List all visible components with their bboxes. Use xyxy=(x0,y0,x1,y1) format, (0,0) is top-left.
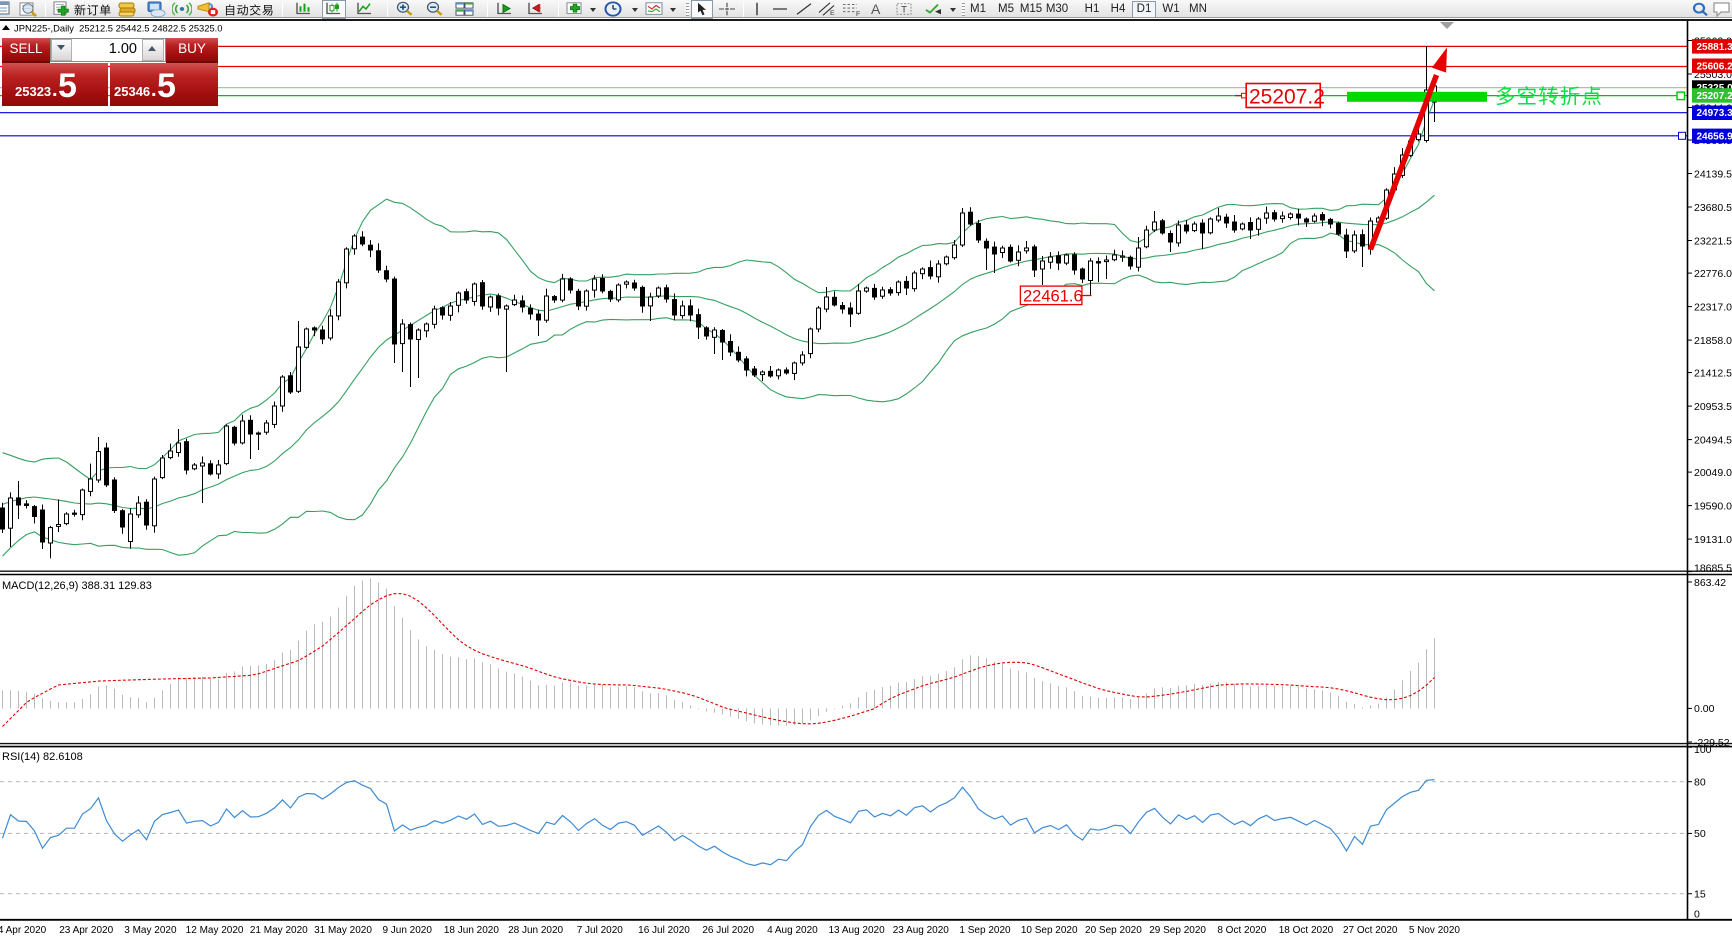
svg-text:19131.0: 19131.0 xyxy=(1694,534,1732,546)
svg-text:20049.0: 20049.0 xyxy=(1694,467,1732,479)
svg-text:23 Apr 2020: 23 Apr 2020 xyxy=(59,925,113,936)
svg-text:JPN225-,Daily 25212.5 25442.5: JPN225-,Daily 25212.5 25442.5 24822.5 25… xyxy=(14,23,223,34)
svg-text:0: 0 xyxy=(1694,908,1700,920)
svg-text:12 May 2020: 12 May 2020 xyxy=(186,925,244,936)
svg-text:24973.3: 24973.3 xyxy=(1697,108,1732,119)
svg-text:18 Oct 2020: 18 Oct 2020 xyxy=(1279,925,1334,936)
svg-text:21412.5: 21412.5 xyxy=(1694,367,1732,379)
svg-text:8 Oct 2020: 8 Oct 2020 xyxy=(1217,925,1266,936)
svg-text:20 Sep 2020: 20 Sep 2020 xyxy=(1085,925,1142,936)
svg-text:5 Nov 2020: 5 Nov 2020 xyxy=(1409,925,1461,936)
svg-text:27 Oct 2020: 27 Oct 2020 xyxy=(1343,925,1398,936)
svg-text:18685.5: 18685.5 xyxy=(1694,563,1732,575)
svg-text:20953.5: 20953.5 xyxy=(1694,401,1732,413)
svg-text:0.00: 0.00 xyxy=(1694,703,1715,715)
svg-text:29 Sep 2020: 29 Sep 2020 xyxy=(1149,925,1206,936)
svg-text:1 Sep 2020: 1 Sep 2020 xyxy=(959,925,1011,936)
svg-text:100: 100 xyxy=(1694,744,1712,756)
svg-text:19590.0: 19590.0 xyxy=(1694,500,1732,512)
svg-text:22317.0: 22317.0 xyxy=(1694,301,1732,313)
svg-text:28 Jun 2020: 28 Jun 2020 xyxy=(508,925,563,936)
svg-text:16 Jul 2020: 16 Jul 2020 xyxy=(638,925,690,936)
svg-text:18 Jun 2020: 18 Jun 2020 xyxy=(444,925,499,936)
svg-text:MACD(12,26,9) 388.31 129.83: MACD(12,26,9) 388.31 129.83 xyxy=(2,580,152,592)
svg-text:-229.52: -229.52 xyxy=(1694,737,1730,749)
svg-text:21 May 2020: 21 May 2020 xyxy=(250,925,308,936)
svg-text:31 May 2020: 31 May 2020 xyxy=(314,925,372,936)
svg-text:F: F xyxy=(856,11,860,17)
svg-text:E: E xyxy=(830,11,835,17)
svg-text:9 Jun 2020: 9 Jun 2020 xyxy=(382,925,432,936)
svg-text:23 Aug 2020: 23 Aug 2020 xyxy=(893,925,950,936)
svg-text:26 Jul 2020: 26 Jul 2020 xyxy=(702,925,754,936)
svg-text:25207.2: 25207.2 xyxy=(1249,85,1325,108)
svg-text:4 Aug 2020: 4 Aug 2020 xyxy=(767,925,818,936)
svg-text:50: 50 xyxy=(1694,828,1706,840)
svg-text:24139.5: 24139.5 xyxy=(1694,168,1732,180)
svg-text:23221.5: 23221.5 xyxy=(1694,235,1732,247)
svg-text:25606.2: 25606.2 xyxy=(1697,61,1732,72)
svg-text:24656.9: 24656.9 xyxy=(1697,131,1732,142)
svg-text:T: T xyxy=(901,5,907,15)
svg-text:3 May 2020: 3 May 2020 xyxy=(124,925,177,936)
svg-text:23680.5: 23680.5 xyxy=(1694,202,1732,214)
svg-text:21858.0: 21858.0 xyxy=(1694,335,1732,347)
svg-text:RSI(14) 82.6108: RSI(14) 82.6108 xyxy=(2,751,83,763)
svg-text:25881.3: 25881.3 xyxy=(1697,42,1732,53)
svg-text:15: 15 xyxy=(1694,889,1706,901)
svg-text:22776.0: 22776.0 xyxy=(1694,268,1732,280)
svg-text:25207.2: 25207.2 xyxy=(1697,91,1732,102)
svg-text:4 Apr 2020: 4 Apr 2020 xyxy=(0,925,47,936)
svg-text:80: 80 xyxy=(1694,777,1706,789)
svg-text:863.42: 863.42 xyxy=(1694,577,1726,589)
svg-text:10 Sep 2020: 10 Sep 2020 xyxy=(1021,925,1078,936)
svg-text:20494.5: 20494.5 xyxy=(1694,434,1732,446)
svg-text:7 Jul 2020: 7 Jul 2020 xyxy=(577,925,624,936)
svg-text:13 Aug 2020: 13 Aug 2020 xyxy=(829,925,886,936)
svg-text:22461.6: 22461.6 xyxy=(1023,288,1083,306)
